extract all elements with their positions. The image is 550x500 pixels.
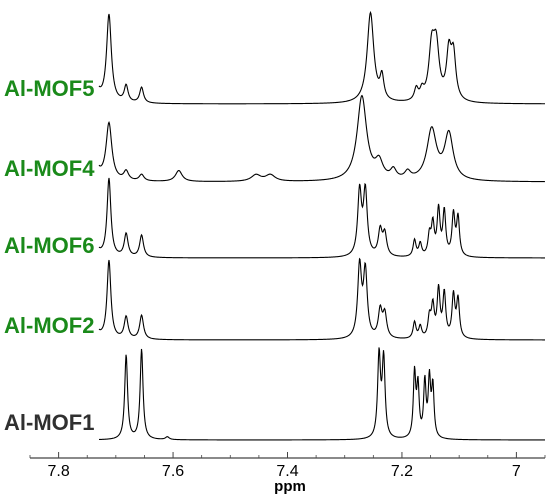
spectrum-line-al-mof4 <box>98 94 545 183</box>
trace-label-al-mof4: Al-MOF4 <box>4 156 95 181</box>
x-tick-label: 7.8 <box>47 463 69 480</box>
x-axis-ticks: 7.8 7.6 7.4 7.2 7 <box>29 452 546 480</box>
x-tick-label: 7 <box>512 463 521 480</box>
trace-label-al-mof2: Al-MOF2 <box>4 313 94 338</box>
spectrum-traces <box>98 10 545 441</box>
trace-label-al-mof5: Al-MOF5 <box>4 76 94 101</box>
trace-label-al-mof6: Al-MOF6 <box>4 233 94 258</box>
spectrum-line-al-mof2 <box>98 257 545 341</box>
spectrum-line-al-mof5 <box>98 10 545 105</box>
spectrum-line-al-mof6 <box>98 177 545 259</box>
spectrum-line-al-mof1 <box>98 347 545 441</box>
x-tick-label: 7.2 <box>391 463 413 480</box>
x-tick-label: 7.4 <box>276 463 298 480</box>
x-tick-label: 7.6 <box>162 463 184 480</box>
trace-labels: Al-MOF5 Al-MOF4 Al-MOF6 Al-MOF2 Al-MOF1 <box>4 76 95 435</box>
x-axis-title: ppm <box>274 478 306 495</box>
trace-label-al-mof1: Al-MOF1 <box>4 410 94 435</box>
